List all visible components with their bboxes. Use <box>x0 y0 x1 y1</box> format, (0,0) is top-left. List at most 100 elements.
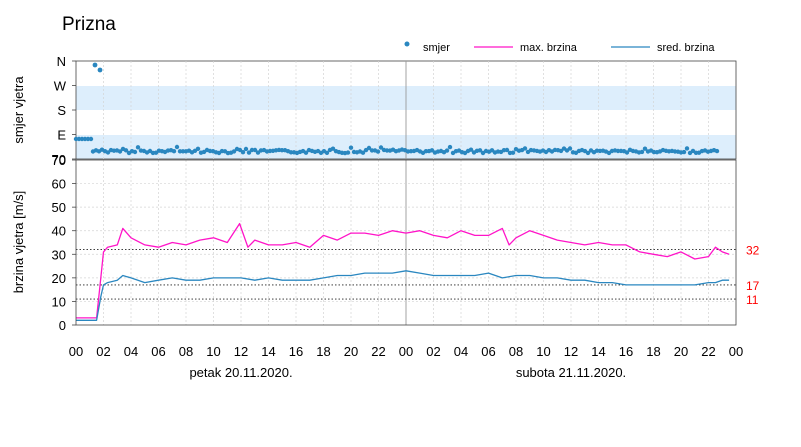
direction-point <box>477 148 483 153</box>
direction-point <box>447 144 453 150</box>
x-tick-label: 18 <box>646 344 660 359</box>
x-tick-label: 02 <box>426 344 440 359</box>
direction-point <box>468 147 474 152</box>
direction-point <box>345 150 351 155</box>
x-tick-label: 16 <box>619 344 633 359</box>
x-tick-label: 06 <box>481 344 495 359</box>
direction-point <box>231 149 237 154</box>
legend-label-sred: sred. brzina <box>657 42 715 54</box>
x-tick-label: 12 <box>564 344 578 359</box>
direction-point <box>88 136 94 142</box>
direction-point <box>348 145 354 150</box>
x-tick-label: 00 <box>399 344 413 359</box>
speed-ylabel: brzina vjetra [m/s] <box>11 191 26 294</box>
direction-point <box>171 149 177 154</box>
direction-point <box>252 147 258 153</box>
direction-point <box>360 150 366 155</box>
direction-grid <box>103 61 709 159</box>
reference-label: 32 <box>746 244 760 258</box>
speed-tick-label: 50 <box>52 200 66 215</box>
x-tick-label: 04 <box>454 344 468 359</box>
direction-point <box>174 144 180 150</box>
direction-point <box>303 150 309 155</box>
x-tick-label: 16 <box>289 344 303 359</box>
x-tick-label: 14 <box>261 344 275 359</box>
speed-tick-label: 20 <box>52 271 66 286</box>
direction-point <box>132 149 138 155</box>
x-tick-label: 20 <box>344 344 358 359</box>
x-tick-label: 22 <box>371 344 385 359</box>
direction-point <box>681 149 687 155</box>
direction-point <box>123 148 129 153</box>
direction-point <box>92 62 98 68</box>
day-label-2: subota 21.11.2020. <box>516 365 626 380</box>
speed-tick-label: 10 <box>52 294 66 309</box>
direction-point <box>97 67 103 73</box>
x-tick-label: 00 <box>69 344 83 359</box>
speed-grid <box>76 160 736 325</box>
x-tick-label: 04 <box>124 344 138 359</box>
x-tick-label: 12 <box>234 344 248 359</box>
speed-tick-label: 0 <box>59 318 66 333</box>
x-tick-label: 08 <box>509 344 523 359</box>
direction-tick-label: 70 <box>52 152 66 167</box>
x-tick-label: 10 <box>536 344 550 359</box>
legend: smjer max. brzina sred. brzina <box>404 41 715 54</box>
x-tick-label: 22 <box>701 344 715 359</box>
legend-label-smjer: smjer <box>423 42 450 54</box>
legend-marker-smjer <box>404 41 410 47</box>
chart-title: Prizna <box>62 14 116 35</box>
x-tick-label: 02 <box>96 344 110 359</box>
direction-point <box>243 146 249 152</box>
x-tick-label: 18 <box>316 344 330 359</box>
reference-label: 17 <box>746 279 760 293</box>
direction-point <box>117 149 123 154</box>
direction-ylabel: smjer vjetra <box>11 76 26 144</box>
direction-point <box>585 150 591 156</box>
direction-point <box>639 149 645 155</box>
direction-point <box>510 150 516 155</box>
direction-point <box>324 150 330 155</box>
series-line-sred-brzina <box>76 270 730 321</box>
direction-point <box>366 145 372 151</box>
direction-point <box>642 146 648 151</box>
direction-point <box>714 148 720 154</box>
x-tick-label: 10 <box>206 344 220 359</box>
direction-point <box>624 150 630 155</box>
speed-tick-label: 30 <box>52 247 66 262</box>
direction-point <box>522 146 528 151</box>
speed-frame <box>75 159 737 326</box>
direction-point <box>444 148 450 153</box>
direction-point <box>504 147 510 153</box>
speed-tick-label: 40 <box>52 224 66 239</box>
direction-point <box>378 145 384 150</box>
x-tick-label: 14 <box>591 344 605 359</box>
direction-point <box>375 149 381 154</box>
direction-tick-label: S <box>57 103 66 118</box>
direction-point <box>558 148 564 154</box>
direction-point <box>246 150 252 155</box>
series-line-max-brzina <box>76 222 730 319</box>
legend-label-max: max. brzina <box>520 42 578 54</box>
direction-tick-label: E <box>57 128 66 143</box>
x-tick-label: 08 <box>179 344 193 359</box>
direction-point <box>684 146 690 151</box>
direction-point <box>567 146 573 151</box>
direction-point <box>135 145 141 150</box>
direction-tick-label: N <box>57 54 66 69</box>
reference-label: 11 <box>746 293 759 307</box>
speed-y-ticks: 0 10 20 30 40 50 60 70 <box>52 153 76 333</box>
day-label-1: petak 20.11.2020. <box>189 365 292 380</box>
x-tick-label: 00 <box>729 344 743 359</box>
direction-point <box>429 148 435 153</box>
direction-points <box>73 62 720 156</box>
speed-tick-label: 60 <box>52 177 66 192</box>
x-tick-label: 06 <box>151 344 165 359</box>
direction-point <box>330 146 336 151</box>
x-tick-label: 20 <box>674 344 688 359</box>
